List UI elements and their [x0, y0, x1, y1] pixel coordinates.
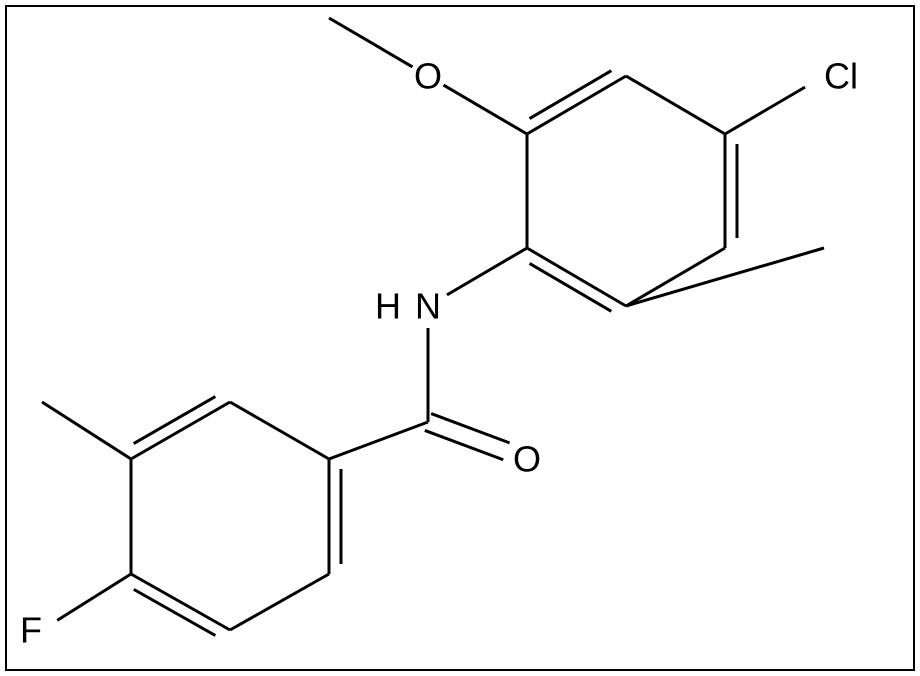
atom-label-O1: O	[513, 439, 541, 480]
frame-border	[6, 6, 914, 670]
atom-label-CL: Cl	[824, 56, 858, 97]
molecule-diagram: O NH Cl O F	[0, 0, 920, 676]
bonds-group	[42, 18, 824, 636]
atom-label-N1: N	[415, 286, 441, 327]
atom-label-F: F	[20, 610, 42, 651]
atom-label-N1-H: H	[375, 286, 401, 327]
labels-group: O NH Cl O F	[20, 56, 858, 651]
atom-label-O2: O	[414, 56, 442, 97]
